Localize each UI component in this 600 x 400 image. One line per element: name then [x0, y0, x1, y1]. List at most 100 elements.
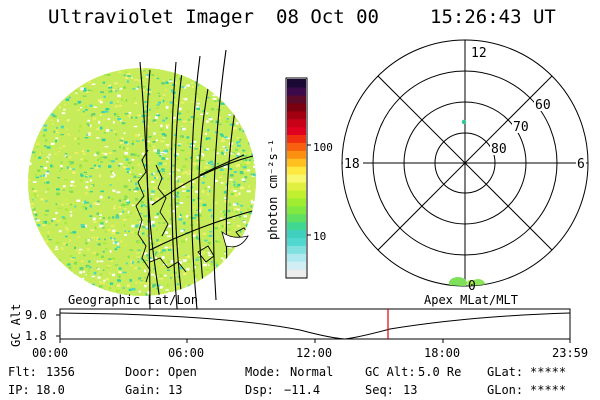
speckle — [150, 262, 154, 264]
speckle — [125, 99, 128, 102]
glat-key: GLat: — [487, 365, 524, 379]
speckle — [157, 101, 161, 104]
speckle — [143, 215, 147, 218]
speckle — [147, 291, 151, 294]
speckle — [136, 252, 140, 254]
speckle — [40, 132, 43, 135]
speckle — [148, 144, 152, 148]
speckle — [113, 121, 115, 124]
speckle — [137, 259, 139, 262]
speckle — [180, 149, 185, 152]
speckle — [160, 124, 163, 128]
speckle — [219, 169, 224, 171]
speckle — [246, 161, 250, 164]
speckle — [169, 110, 173, 113]
speckle — [110, 224, 115, 227]
speckle — [175, 99, 179, 101]
speckle — [80, 87, 84, 90]
speckle — [240, 166, 245, 168]
speckle — [76, 137, 80, 140]
speckle — [233, 127, 237, 130]
speckle — [234, 207, 238, 211]
coastline — [155, 164, 169, 237]
speckle — [158, 222, 161, 224]
speckle — [99, 126, 103, 130]
speckle — [125, 204, 129, 206]
speckle — [167, 248, 172, 251]
colorbar-segment — [287, 181, 306, 191]
speckle — [184, 287, 187, 291]
speckle — [54, 153, 57, 155]
speckle — [199, 214, 202, 218]
speckle — [111, 160, 115, 163]
speckle — [176, 283, 180, 286]
speckle — [204, 187, 207, 190]
speckle — [152, 283, 156, 287]
speckle — [88, 132, 91, 135]
latitude-line — [149, 209, 256, 251]
speckle — [231, 152, 236, 154]
speckle — [135, 225, 138, 228]
speckle — [165, 144, 170, 146]
speckle — [56, 192, 60, 196]
speckle — [29, 190, 31, 193]
speckle — [146, 282, 151, 286]
speckle — [66, 228, 69, 231]
speckle — [192, 234, 196, 237]
speckle — [177, 112, 182, 115]
speckle — [99, 209, 103, 213]
speckle — [181, 240, 185, 243]
speckle — [215, 240, 218, 243]
speckle — [131, 77, 133, 79]
speckle — [107, 229, 112, 232]
speckle — [227, 222, 231, 225]
speckle — [178, 144, 181, 147]
speckle — [160, 140, 165, 143]
speckle — [131, 140, 135, 143]
speckle — [152, 119, 157, 122]
speckle — [221, 151, 224, 155]
uv-earth-image — [28, 49, 256, 321]
speckle — [128, 211, 132, 213]
speckle — [113, 130, 117, 133]
speckle — [96, 260, 99, 263]
speckle — [164, 246, 169, 249]
speckle — [206, 277, 209, 280]
speckle — [243, 180, 246, 183]
speckle — [85, 242, 88, 245]
meridian-outside — [139, 61, 151, 321]
speckle — [99, 224, 104, 228]
speckle — [192, 181, 194, 183]
speckle — [244, 154, 248, 157]
speckle — [139, 220, 143, 223]
speckle — [156, 263, 160, 266]
speckle — [153, 268, 155, 270]
speckle — [242, 159, 245, 162]
mode-value: Normal — [290, 365, 334, 379]
speckle — [165, 289, 169, 291]
speckle — [225, 199, 227, 201]
speckle — [144, 252, 148, 256]
speckle — [118, 267, 122, 270]
speckle — [35, 196, 37, 199]
speckle — [36, 195, 39, 197]
speckle — [50, 113, 55, 116]
speckle — [68, 96, 71, 99]
speckle — [195, 251, 199, 254]
speckle — [131, 166, 134, 169]
speckle — [150, 258, 154, 261]
mlt-label-18: 18 — [344, 157, 360, 172]
speckle — [163, 134, 167, 137]
speckle — [135, 182, 138, 186]
speckle — [221, 183, 224, 185]
speckle — [204, 166, 209, 169]
speckle — [101, 111, 106, 113]
speckle — [73, 103, 78, 106]
speckle — [203, 277, 206, 279]
speckle — [145, 76, 149, 78]
speckle — [178, 107, 182, 111]
speckle — [63, 198, 68, 202]
speckle — [223, 222, 228, 224]
speckle — [144, 269, 147, 273]
speckle — [155, 197, 159, 201]
